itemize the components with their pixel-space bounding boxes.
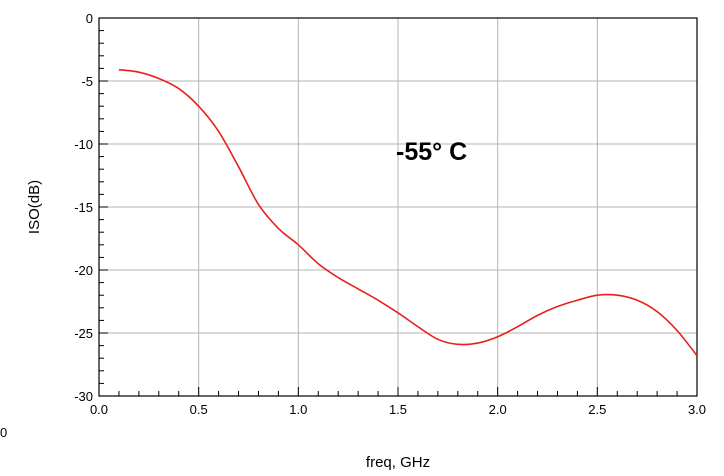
y-tick-label: -15	[74, 200, 93, 215]
x-tick-label: 1.5	[389, 402, 407, 417]
x-tick-label: 0.0	[90, 402, 108, 417]
y-tick-label: -10	[74, 137, 93, 152]
y-axis-label: ISO(dB)	[26, 180, 43, 234]
y-tick-label: -30	[74, 389, 93, 404]
series-layer	[118, 68, 698, 357]
y-tick-label: -20	[74, 263, 93, 278]
minor-ticks	[98, 17, 698, 397]
y-tick-label: -25	[74, 326, 93, 341]
y-tick-label: -5	[81, 74, 93, 89]
x-tick-label: 2.5	[588, 402, 606, 417]
x-tick-label: 0.5	[190, 402, 208, 417]
x-tick-label: 2.0	[489, 402, 507, 417]
x-tick-label: 1.0	[289, 402, 307, 417]
stray-label: 0	[0, 425, 7, 440]
x-axis-label: freq, GHz	[366, 454, 430, 471]
y-axis: 0 -5 -10 -15 -20 -25 -30	[74, 11, 93, 404]
temperature-annotation: -55° C	[396, 138, 467, 166]
series-line	[118, 68, 698, 357]
x-axis: 0.0 0.5 1.0 1.5 2.0 2.5 3.0	[90, 402, 706, 417]
y-tick-label: 0	[86, 11, 93, 26]
grid	[99, 18, 697, 396]
x-tick-label: 3.0	[688, 402, 706, 417]
